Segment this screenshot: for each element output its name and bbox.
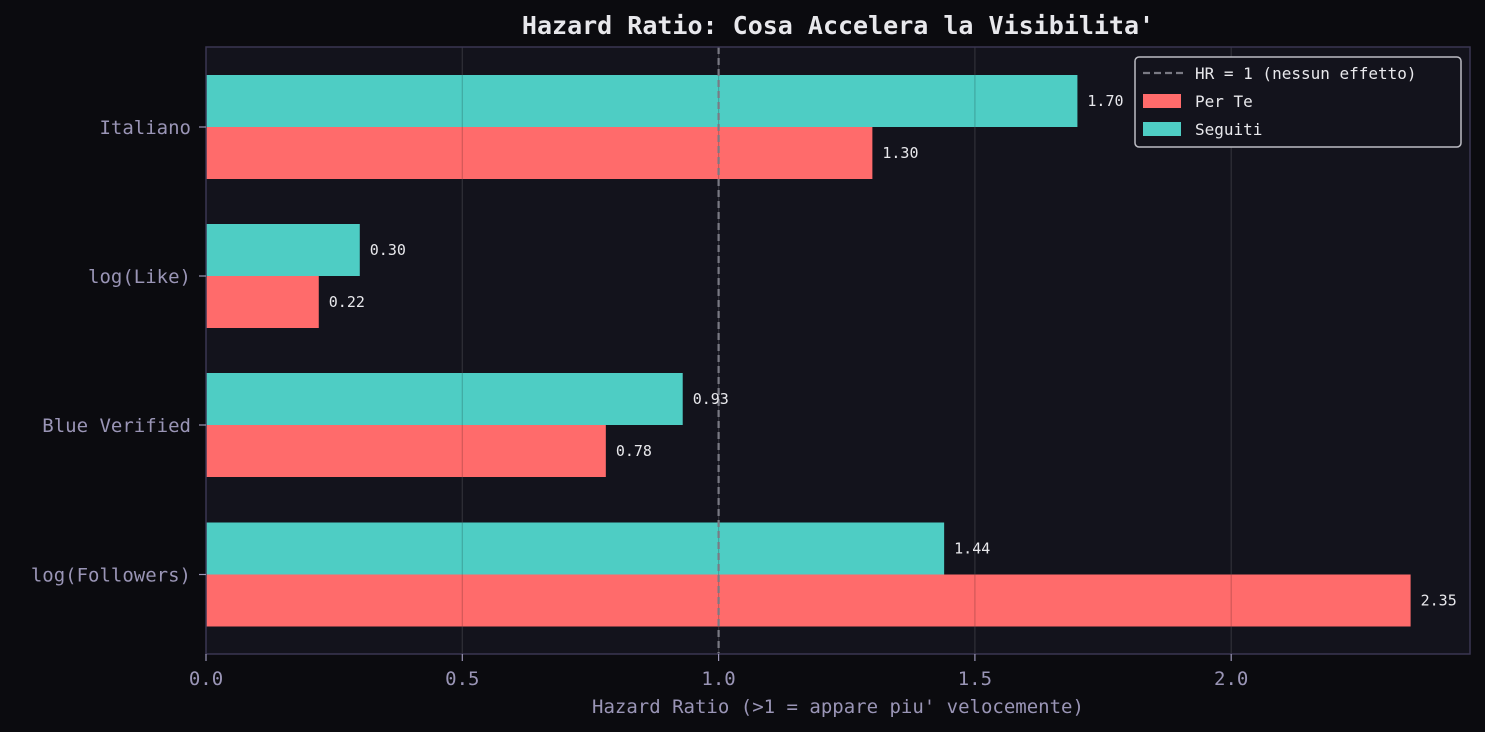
legend-label-seguiti: Seguiti bbox=[1195, 120, 1262, 139]
bar-seguiti-2 bbox=[206, 224, 360, 276]
legend-box bbox=[1134, 56, 1462, 148]
data-label-per-te-0: 2.35 bbox=[1421, 592, 1457, 610]
legend: HR = 1 (nessun effetto) Per Te Seguiti bbox=[1134, 56, 1462, 148]
data-label-seguiti-3: 1.70 bbox=[1087, 92, 1123, 110]
legend-label-reference: HR = 1 (nessun effetto) bbox=[1195, 64, 1417, 83]
x-tick-label-2: 1.0 bbox=[701, 668, 735, 690]
plot-frame bbox=[205, 46, 1471, 655]
x-tick-label-3: 1.5 bbox=[958, 668, 992, 690]
data-label-seguiti-1: 0.93 bbox=[693, 390, 729, 408]
data-label-seguiti-2: 0.30 bbox=[370, 241, 406, 259]
bar-per-te-2 bbox=[206, 276, 319, 328]
bars bbox=[206, 47, 1411, 654]
data-label-per-te-3: 1.30 bbox=[882, 144, 918, 162]
bar-seguiti-1 bbox=[206, 373, 683, 425]
bar-seguiti-0 bbox=[206, 522, 945, 575]
bar-per-te-0 bbox=[206, 574, 1411, 627]
data-label-per-te-2: 0.22 bbox=[329, 293, 365, 311]
bar-per-te-3 bbox=[206, 127, 873, 179]
x-tick-label-0: 0.0 bbox=[189, 668, 223, 690]
axis-ticks: 0.0 0.5 1.0 1.5 2.0 log(Followers) Blue Verifi… bbox=[31, 117, 1249, 690]
legend-label-per-te: Per Te bbox=[1195, 92, 1253, 111]
y-tick-label-3: Italiano bbox=[99, 117, 191, 139]
data-label-seguiti-0: 1.44 bbox=[954, 540, 990, 558]
legend-swatch-per-te bbox=[1143, 94, 1181, 108]
x-tick-label-1: 0.5 bbox=[445, 668, 479, 690]
bar-seguiti-3 bbox=[206, 75, 1078, 127]
x-axis-label: Hazard Ratio (>1 = appare piu' velocemen… bbox=[592, 696, 1084, 718]
data-label-per-te-1: 0.78 bbox=[616, 442, 652, 460]
y-tick-label-1: Blue Verified bbox=[42, 415, 191, 437]
y-tick-label-2: log(Like) bbox=[88, 266, 191, 288]
bar-per-te-1 bbox=[206, 425, 606, 477]
y-tick-label-0: log(Followers) bbox=[31, 565, 191, 587]
data-labels: 2.35 0.78 0.22 1.30 1.44 0.93 0.30 1.70 bbox=[329, 92, 1457, 610]
chart-title: Hazard Ratio: Cosa Accelera la Visibilit… bbox=[522, 11, 1154, 40]
x-tick-label-4: 2.0 bbox=[1214, 668, 1248, 690]
legend-swatch-seguiti bbox=[1143, 122, 1181, 136]
